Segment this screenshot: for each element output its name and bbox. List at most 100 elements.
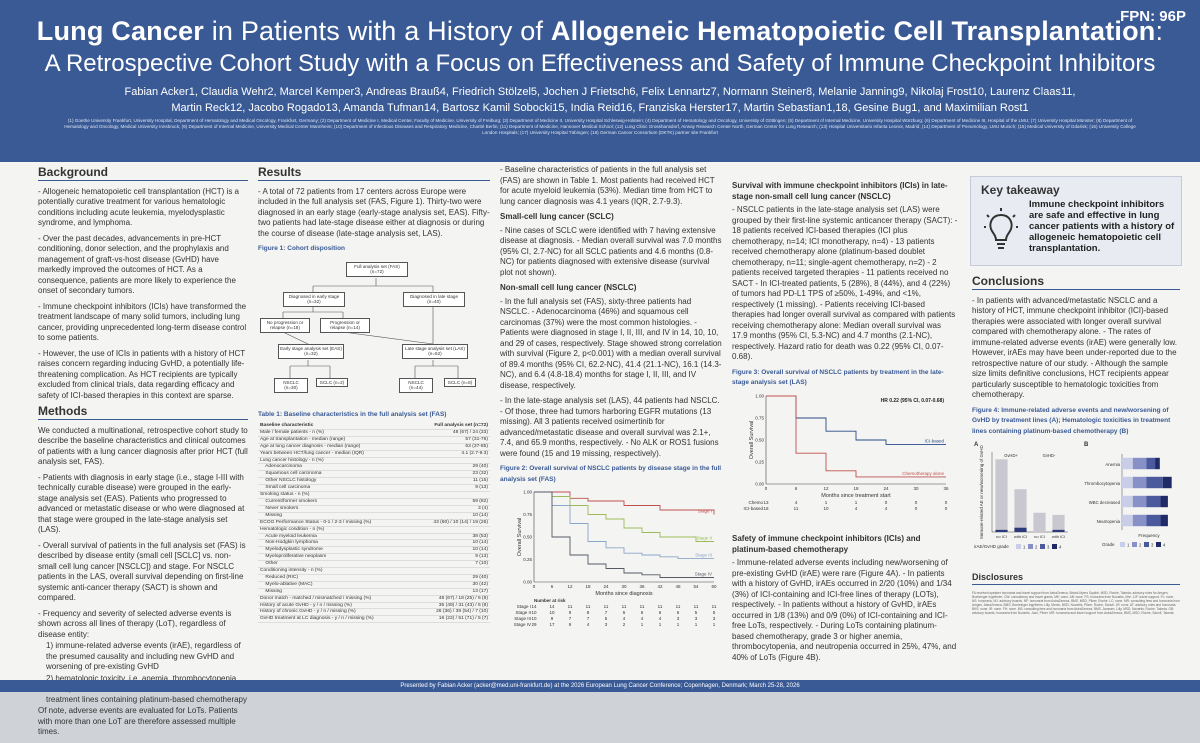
nsclc-text-1: - In the full analysis set (FAS), sixty-… [500, 296, 722, 390]
baseline-table-row: Other 7 (10) [258, 560, 490, 569]
baseline-table-header-label: Baseline characteristic [258, 423, 413, 430]
figure-2-km-plot: 0.000.250.500.751.000 6 12 18 24 30 36 42 48 54 60… [514, 490, 717, 628]
panel-b-x-label: Frequency [1138, 533, 1160, 538]
baseline-table-row: Hematologic condition - n (%) [258, 526, 490, 534]
baseline-table-label: GvHD treatment at LC diagnosis - y / n /… [258, 615, 413, 624]
panel-a-bar [1014, 489, 1027, 532]
y-tick-label: 0.75 [755, 415, 764, 420]
baseline-table-label: Smoking status - n (%) [258, 491, 413, 499]
panel-b-bar-segment [1160, 495, 1168, 508]
risk-count: 10 [531, 610, 537, 615]
risk-count: 11 [794, 506, 799, 511]
baseline-table-row: History of acute GvHD - y / n / missing … [258, 602, 490, 610]
risk-count: 4 [885, 506, 888, 511]
baseline-table-label: Age at transplantation - median (range) [258, 436, 413, 444]
panel-a-label: A [974, 442, 979, 448]
baseline-table-row: Small cell carcinoma 9 (13) [258, 484, 490, 493]
series-label: ICI-based [924, 438, 944, 443]
baseline-table-label: Male / female patients - n (%) [258, 429, 413, 437]
risk-count: 9 [569, 622, 572, 627]
flow-box-eas: Early stage analysis set (EAS) (n=32) [278, 343, 344, 359]
x-tick-label: 24 [603, 584, 609, 589]
baseline-table-header-value: Full analysis set (n=72) [412, 423, 490, 430]
panel-a-event-segment [995, 529, 1008, 532]
risk-count: 4 [855, 506, 858, 511]
baseline-table-label: Other [258, 560, 413, 569]
panel-b-category: WBC decreased [1089, 500, 1121, 505]
conclusions-heading: Conclusions [972, 275, 1180, 290]
figure-2-caption: Figure 2: Overall survival of NSCLC pati… [500, 465, 722, 483]
panel-a-x-tick: with ICI [1014, 534, 1027, 539]
x-tick-label: 0 [533, 584, 536, 589]
baseline-table-label: ECOG Performance Status - 0-1 / 2-3 / mi… [258, 519, 413, 527]
conclusions-text: - In patients with advanced/metastatic N… [972, 295, 1177, 400]
risk-count: 0 [945, 506, 948, 511]
risk-count: 4 [795, 500, 798, 505]
baseline-table-label: Acute myeloid leukemia [258, 533, 413, 541]
figure-4-bar-charts: A B Immune-related AE or new/worsening of … [974, 442, 1172, 550]
flow-box-las: Late stage analysis set (LAS) (n=52) [402, 343, 468, 359]
risk-count: 1 [855, 500, 858, 505]
baseline-table-value: 29 (40) [412, 463, 490, 472]
col3-intro: - Baseline characteristics of patients i… [500, 165, 715, 206]
baseline-table-label: Myelo-ablative (MAC) [258, 581, 413, 589]
poster-subtitle: A Retrospective Cohort Study with a Focu… [44, 50, 1156, 77]
flow-box-progression: Progression or relapse (n=14) [320, 317, 370, 333]
sclc-text: - Nine cases of SCLC were identified wit… [500, 225, 722, 277]
x-tick-label: 30 [621, 584, 627, 589]
risk-count: 0 [915, 506, 918, 511]
methods-paragraph-1: We conducted a multinational, retrospect… [38, 425, 248, 467]
flow-box-no-progression: No progression or relapse (n=18) [260, 317, 310, 333]
baseline-table-label: Missing [258, 588, 413, 596]
panel-a-event-segment [1014, 527, 1027, 532]
flow-box-eas-sclc: SCLC (n=2) [316, 377, 348, 387]
panel-b-legend-label: Grade [1102, 542, 1115, 547]
risk-count: 11 [658, 604, 663, 609]
background-paragraph-4: - However, the use of ICIs in patients w… [38, 348, 246, 400]
panel-b-bar-segment [1146, 476, 1163, 489]
risk-count: 7 [569, 616, 572, 621]
risk-count: 0 [945, 500, 948, 505]
x-tick-label: 36 [639, 584, 645, 589]
panel-a-group-label: GvHD+ [1004, 453, 1018, 458]
baseline-table-row: Adenocarcinoma 29 (40) [258, 463, 490, 472]
baseline-table-value [412, 526, 490, 534]
panel-b-bar-segment [1155, 457, 1160, 470]
methods-paragraph-4: - Frequency and severity of selected adv… [38, 608, 232, 639]
risk-row-name: Stage II [515, 610, 531, 615]
baseline-table-label: Adenocarcinoma [258, 463, 413, 472]
baseline-table-row: Conditioning intensity - n (%) [258, 567, 490, 575]
risk-count: 0 [915, 500, 918, 505]
x-tick-label: 0 [765, 486, 768, 491]
risk-count: 5 [713, 610, 716, 615]
risk-count: 18 [763, 506, 769, 511]
panel-b-legend-entry: 2 [1139, 543, 1142, 548]
cohort-flowchart: Full analysis set (FAS) (n=72) Diagnosed… [258, 258, 490, 406]
panel-b-bar-segment [1146, 514, 1161, 527]
risk-count: 1 [713, 622, 716, 627]
baseline-table-value [412, 567, 490, 575]
baseline-table-row: Male / female patients - n (%) 48 (67) / … [258, 429, 490, 437]
baseline-table-header: Baseline characteristic Full analysis se… [258, 423, 490, 430]
km-curve-1 [534, 491, 714, 542]
risk-count: 5 [605, 616, 608, 621]
panel-b-bar-segment [1122, 495, 1133, 508]
baseline-table-label: Hematologic condition - n (%) [258, 526, 413, 534]
baseline-table-value: 26 (36) / 39 (54) / 7 (10) [412, 608, 490, 617]
risk-count: 4 [659, 616, 662, 621]
baseline-table-value: 57 (31-76) [412, 436, 490, 444]
risk-count: 2 [623, 622, 626, 627]
x-tick-label: 54 [693, 584, 699, 589]
baseline-table-row: ECOG Performance Status - 0-1 / 2-3 / mi… [258, 519, 490, 527]
panel-a-legend-entry: 2 [1035, 545, 1038, 550]
risk-count: 5 [695, 610, 698, 615]
baseline-table-row: Acute myeloid leukemia 38 (53) [258, 533, 490, 541]
disclosures-text: FA received speaker honoraria and travel… [972, 591, 1180, 615]
results-heading: Results [258, 166, 490, 181]
risk-count: 3 [605, 622, 608, 627]
risk-count: 6 [659, 610, 662, 615]
risk-count: 9 [551, 616, 554, 621]
x-tick-label: 60 [711, 584, 717, 589]
x-tick-label: 30 [913, 486, 919, 491]
